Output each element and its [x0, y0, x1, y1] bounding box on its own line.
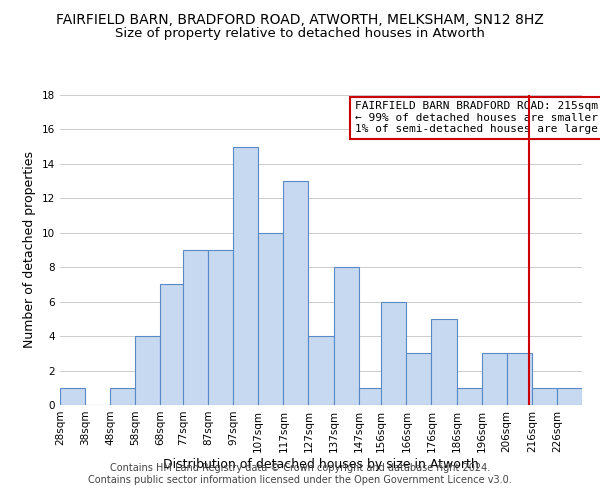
X-axis label: Distribution of detached houses by size in Atworth: Distribution of detached houses by size … — [163, 458, 479, 470]
Bar — [135, 336, 160, 405]
Bar — [283, 181, 308, 405]
Bar — [208, 250, 233, 405]
Bar — [233, 146, 258, 405]
Bar — [334, 267, 359, 405]
Bar — [457, 388, 482, 405]
Bar — [160, 284, 185, 405]
Bar — [110, 388, 135, 405]
Text: Size of property relative to detached houses in Atworth: Size of property relative to detached ho… — [115, 28, 485, 40]
Bar — [431, 319, 457, 405]
Bar — [359, 388, 384, 405]
Bar — [482, 354, 507, 405]
Text: FAIRFIELD BARN BRADFORD ROAD: 215sqm
← 99% of detached houses are smaller (104)
: FAIRFIELD BARN BRADFORD ROAD: 215sqm ← 9… — [355, 101, 600, 134]
Text: Contains HM Land Registry data © Crown copyright and database right 2024.
Contai: Contains HM Land Registry data © Crown c… — [88, 464, 512, 485]
Bar — [381, 302, 406, 405]
Text: FAIRFIELD BARN, BRADFORD ROAD, ATWORTH, MELKSHAM, SN12 8HZ: FAIRFIELD BARN, BRADFORD ROAD, ATWORTH, … — [56, 12, 544, 26]
Y-axis label: Number of detached properties: Number of detached properties — [23, 152, 37, 348]
Bar — [532, 388, 557, 405]
Bar — [60, 388, 85, 405]
Bar — [258, 233, 283, 405]
Bar — [507, 354, 532, 405]
Bar — [557, 388, 582, 405]
Bar — [183, 250, 208, 405]
Bar — [406, 354, 431, 405]
Bar — [308, 336, 334, 405]
